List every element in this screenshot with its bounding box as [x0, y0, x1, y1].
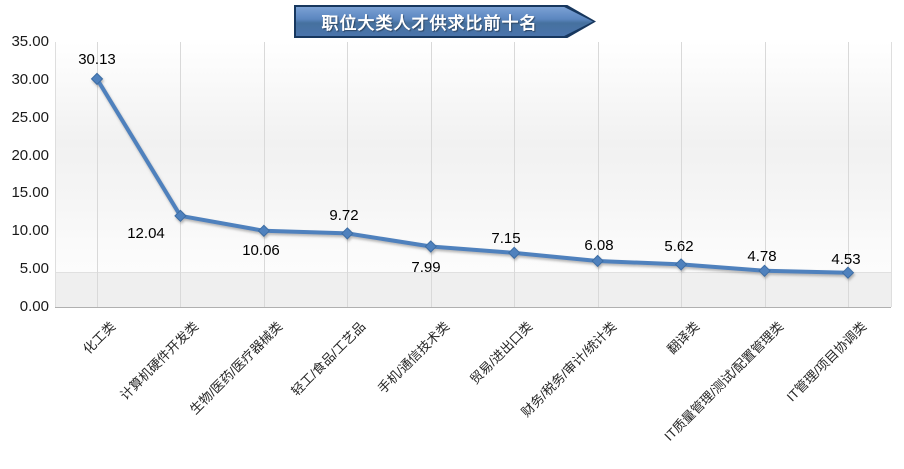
data-point-value-label: 4.78: [747, 248, 777, 265]
y-axis-tick-label: 20.00: [11, 147, 49, 164]
chart-title-banner-fill: 职位大类人才供求比前十名: [296, 7, 593, 36]
y-axis-tick-label: 5.00: [19, 260, 49, 277]
data-point-value-label: 6.08: [584, 237, 614, 254]
gridline: [347, 42, 348, 307]
data-point-value-label: 7.15: [491, 230, 521, 247]
data-point-value-label: 9.72: [329, 207, 359, 224]
x-axis-category-label: 化工类: [80, 318, 119, 357]
plot-bottom-band: [56, 272, 891, 307]
data-point-value-label: 5.62: [664, 238, 694, 255]
y-axis-tick-label: 10.00: [11, 222, 49, 239]
data-point-value-label: 4.53: [831, 251, 861, 268]
y-axis-tick-label: 0.00: [19, 298, 49, 315]
y-axis-tick-label: 15.00: [11, 184, 49, 201]
data-point-value-label: 30.13: [78, 51, 116, 68]
data-point-value-label: 12.04: [127, 225, 165, 242]
gridline: [97, 42, 98, 307]
gridline: [765, 42, 766, 307]
chart-title-banner: 职位大类人才供求比前十名: [294, 5, 596, 38]
gridline: [180, 42, 181, 307]
gridline: [514, 42, 515, 307]
gridline: [681, 42, 682, 307]
y-axis-tick-label: 35.00: [11, 33, 49, 50]
gridline: [264, 42, 265, 307]
y-axis-tick-label: 30.00: [11, 71, 49, 88]
y-axis-tick-label: 25.00: [11, 109, 49, 126]
data-point-value-label: 7.99: [411, 259, 441, 276]
x-axis-line: [55, 307, 891, 308]
chart-title: 职位大类人才供求比前十名: [321, 14, 538, 33]
gridline: [598, 42, 599, 307]
data-point-value-label: 10.06: [242, 242, 280, 259]
